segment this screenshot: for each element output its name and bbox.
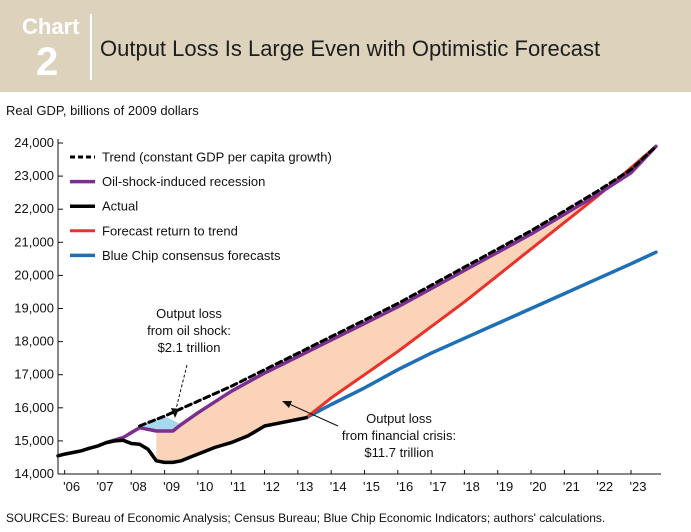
oil-shock-annotation-line: from oil shock: xyxy=(147,323,231,338)
x-tick-label: '21 xyxy=(563,479,580,494)
chart-title: Output Loss Is Large Even with Optimisti… xyxy=(100,36,601,61)
financial-crisis-annotation-line: Output loss xyxy=(366,411,432,426)
x-tick-label: '12 xyxy=(263,479,280,494)
financial-crisis-annotation-line: $11.7 trillion xyxy=(364,445,433,460)
x-tick-label: '23 xyxy=(630,479,647,494)
x-tick-label: '08 xyxy=(130,479,147,494)
x-tick-label: '07 xyxy=(97,479,114,494)
x-tick-label: '13 xyxy=(296,479,313,494)
oil-shock-annotation-line: $2.1 trillion xyxy=(158,340,221,355)
y-tick-label: 21,000 xyxy=(14,234,54,249)
oil-shock-line xyxy=(104,144,658,445)
financial-crisis-arrowhead xyxy=(282,401,292,408)
x-tick-label: '15 xyxy=(363,479,380,494)
legend-label-oil-shock-line: Oil-shock-induced recession xyxy=(102,174,265,189)
y-tick-label: 23,000 xyxy=(14,168,54,183)
x-tick-label: '17 xyxy=(430,479,447,494)
legend-label-blue-chip-line: Blue Chip consensus forecasts xyxy=(102,248,281,263)
oil-shock-annotation-line: Output loss xyxy=(156,306,222,321)
oil-shock-arrowhead xyxy=(171,408,179,418)
legend-label-actual-line: Actual xyxy=(102,199,138,214)
y-tick-label: 24,000 xyxy=(14,135,54,150)
source-note: SOURCES: Bureau of Economic Analysis; Ce… xyxy=(6,511,606,525)
y-tick-label: 16,000 xyxy=(14,400,54,415)
y-tick-label: 20,000 xyxy=(14,267,54,282)
y-tick-label: 22,000 xyxy=(14,201,54,216)
financial-crisis-arrow xyxy=(286,402,339,427)
x-tick-label: '06 xyxy=(63,479,80,494)
oil-shock-loss-area xyxy=(139,416,182,431)
x-tick-label: '10 xyxy=(196,479,213,494)
header-divider xyxy=(90,14,92,80)
x-tick-label: '22 xyxy=(596,479,613,494)
blue-chip-line xyxy=(304,250,658,420)
trend-line xyxy=(138,144,658,428)
x-tick-label: '19 xyxy=(496,479,513,494)
y-tick-label: 17,000 xyxy=(14,367,54,382)
y-tick-label: 15,000 xyxy=(14,433,54,448)
x-tick-label: '14 xyxy=(330,479,347,494)
actual-line xyxy=(56,415,308,465)
oil-shock-arrow xyxy=(174,364,188,414)
x-tick-label: '16 xyxy=(396,479,413,494)
y-tick-label: 18,000 xyxy=(14,334,54,349)
legend-label-forecast-return-line: Forecast return to trend xyxy=(102,223,238,238)
chart-label: Chart xyxy=(22,14,80,39)
y-axis-unit-label: Real GDP, billions of 2009 dollars xyxy=(6,103,199,118)
x-tick-label: '11 xyxy=(230,479,246,494)
financial-crisis-annotation-line: from financial crisis: xyxy=(342,428,456,443)
y-tick-label: 19,000 xyxy=(14,301,54,316)
x-tick-label: '18 xyxy=(463,479,480,494)
x-tick-label: '20 xyxy=(530,479,547,494)
chart-header: Chart 2 Output Loss Is Large Even with O… xyxy=(0,0,691,92)
legend-label-trend-line: Trend (constant GDP per capita growth) xyxy=(102,150,332,165)
y-tick-label: 14,000 xyxy=(14,466,54,481)
x-tick-label: '09 xyxy=(163,479,180,494)
financial-crisis-loss-area xyxy=(156,146,657,463)
chart-number: 2 xyxy=(36,40,59,84)
